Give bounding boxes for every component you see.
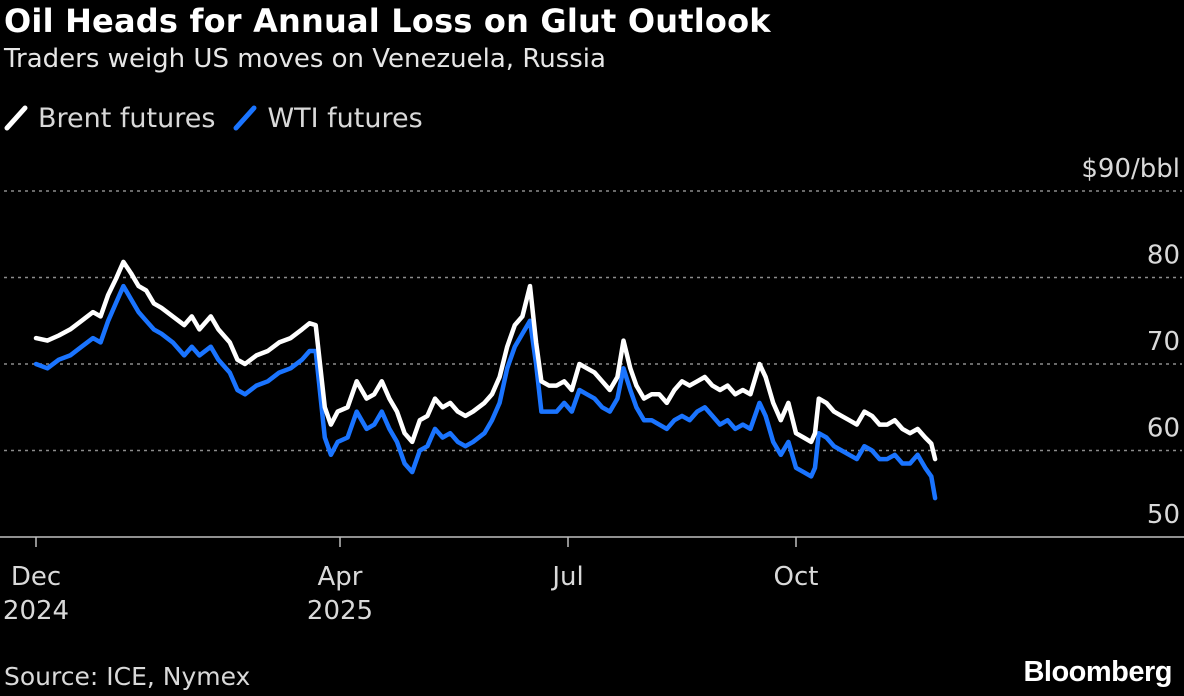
- series-line-wti-futures: [33, 283, 938, 501]
- grid-layer: [4, 190, 1182, 452]
- y-tick-label-90: $90/bbl: [1081, 154, 1180, 184]
- legend: Brent futures WTI futures: [4, 100, 423, 136]
- source-note: Source: ICE, Nymex: [4, 662, 251, 691]
- x-tick-label-oct: Oct: [774, 562, 819, 592]
- chart-title: Oil Heads for Annual Loss on Glut Outloo…: [4, 2, 771, 40]
- x-tick-year-2025: 2025: [307, 596, 373, 626]
- series-layer: [33, 259, 938, 501]
- x-tick-label-dec: Dec: [11, 562, 61, 592]
- wti-swatch-icon: [233, 105, 257, 131]
- y-tick-label-80: 80: [1147, 241, 1180, 271]
- x-tick-label-jul: Jul: [550, 562, 583, 592]
- legend-item-wti: WTI futures: [233, 102, 423, 134]
- y-tick-label-50: 50: [1147, 500, 1180, 530]
- x-axis: Dec 2024 Apr 2025 Jul Oct: [0, 536, 1184, 626]
- x-tick-label-apr: Apr: [318, 562, 363, 592]
- legend-label-brent: Brent futures: [38, 102, 216, 134]
- brent-swatch-icon: [4, 105, 28, 131]
- series-line-brent-futures: [33, 259, 938, 462]
- chart-subtitle: Traders weigh US moves on Venezuela, Rus…: [4, 44, 606, 74]
- y-tick-label-60: 60: [1147, 414, 1180, 444]
- x-tick-year-2024: 2024: [3, 596, 69, 626]
- legend-item-brent: Brent futures: [4, 103, 215, 134]
- legend-label-wti: WTI futures: [267, 102, 423, 134]
- bloomberg-logo: Bloomberg: [1023, 656, 1172, 688]
- y-axis-labels: 50 60 70 80 $90/bbl: [1081, 154, 1180, 530]
- y-tick-label-70: 70: [1147, 327, 1180, 357]
